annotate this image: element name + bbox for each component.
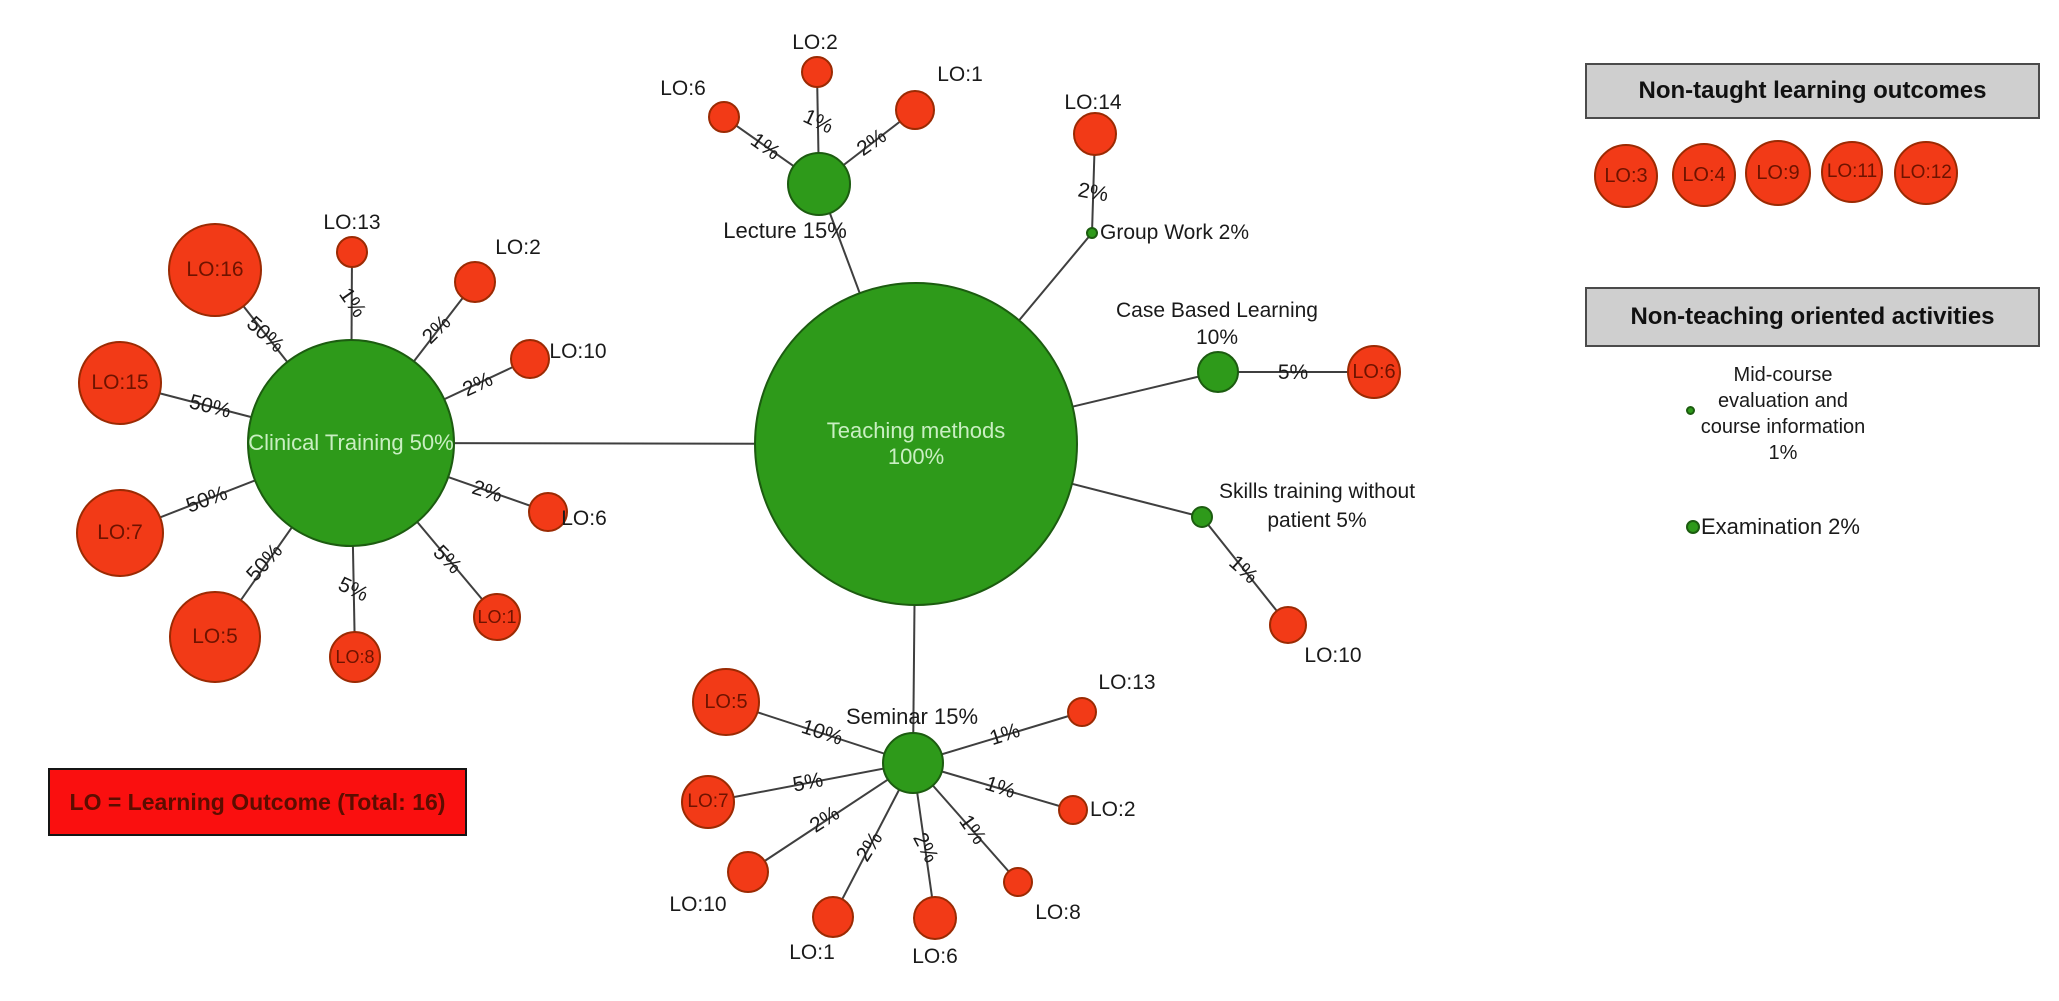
node-clinical-lo2	[454, 261, 496, 303]
node-seminar-lo6	[913, 896, 957, 940]
node-clinical-lo13	[336, 236, 368, 268]
seminar-lo2-label: LO:2	[1090, 798, 1136, 821]
skills-label-line1: Skills training without	[1218, 480, 1416, 503]
node-non-taught-lo12: LO:12	[1894, 141, 1958, 205]
lecture-lo2-label: LO:2	[792, 31, 838, 54]
teaching-methods-label-line1: Teaching methods	[826, 418, 1006, 443]
seminar-lo7-label: LO:7	[687, 791, 729, 812]
node-skills-lo10	[1269, 606, 1307, 644]
node-seminar-lo13	[1067, 697, 1097, 727]
seminar-lo5-label: LO:5	[704, 690, 748, 713]
node-seminar-lo5: LO:5	[692, 668, 760, 736]
node-skills-training	[1191, 506, 1213, 528]
clinical-lo7-label: LO:7	[97, 521, 143, 544]
node-clinical-training: Clinical Training 50%	[247, 339, 455, 547]
lecture-label: Lecture 15%	[723, 218, 847, 243]
edge-seminar-lo10	[747, 762, 914, 873]
node-non-taught-lo9: LO:9	[1745, 140, 1811, 206]
midcourse-label-line4: 1%	[1768, 442, 1798, 464]
clinical-lo13-label: LO:13	[323, 211, 381, 234]
teaching-methods-label: Teaching methods 100%	[827, 418, 1006, 470]
non-teaching-header: Non-teaching oriented activities	[1585, 287, 2040, 347]
node-lecture-lo1	[895, 90, 935, 130]
non-taught-lo4-label: LO:4	[1682, 163, 1726, 186]
node-clinical-lo16: LO:16	[168, 223, 262, 317]
node-seminar	[882, 732, 944, 794]
group-work-label: Group Work 2%	[1100, 221, 1249, 244]
non-taught-lo3-label: LO:3	[1604, 164, 1648, 187]
seminar-label: Seminar 15%	[845, 704, 979, 729]
seminar-lo13-label: LO:13	[1098, 671, 1156, 694]
lecture-lo6-label: LO:6	[660, 77, 706, 100]
case-based-lo6-label: LO:6	[1352, 360, 1396, 383]
node-non-taught-lo3: LO:3	[1594, 144, 1658, 208]
node-clinical-lo5: LO:5	[169, 591, 261, 683]
node-lecture	[787, 152, 851, 216]
clinical-lo15-label: LO:15	[91, 371, 149, 394]
examination-label: Examination 2%	[1701, 514, 1860, 539]
seminar-lo6-label: LO:6	[912, 945, 958, 968]
clinical-lo2-label: LO:2	[495, 236, 541, 259]
teaching-methods-label-line2: 100%	[887, 444, 945, 469]
node-non-taught-lo11: LO:11	[1821, 141, 1883, 203]
lo-note-box: LO = Learning Outcome (Total: 16)	[48, 768, 467, 836]
midcourse-label-line1: Mid-course	[1733, 364, 1833, 386]
clinical-training-label: Clinical Training 50%	[248, 430, 454, 455]
node-lecture-lo2	[801, 56, 833, 88]
midcourse-label-line2: evaluation and	[1717, 390, 1849, 412]
pct-case-based-lo6: 5%	[1277, 361, 1309, 384]
non-taught-lo12-label: LO:12	[1900, 162, 1952, 183]
node-seminar-lo7: LO:7	[681, 775, 735, 829]
non-taught-lo11-label: LO:11	[1826, 161, 1878, 182]
node-clinical-lo6	[528, 492, 568, 532]
group-work-lo14-label: LO:14	[1064, 91, 1122, 114]
clinical-lo10-label: LO:10	[549, 340, 607, 363]
clinical-lo8-label: LO:8	[335, 646, 375, 667]
case-based-label-line1: Case Based Learning	[1116, 299, 1318, 322]
midcourse-label: Mid-course evaluation and course informa…	[1688, 362, 1878, 466]
node-group-work-lo14	[1073, 112, 1117, 156]
node-clinical-lo7: LO:7	[76, 489, 164, 577]
clinical-lo16-label: LO:16	[186, 258, 244, 281]
case-based-label-line2: 10%	[1195, 326, 1239, 349]
node-case-based-learning	[1197, 351, 1239, 393]
node-midcourse-dot	[1686, 406, 1695, 415]
skills-label-line2: patient 5%	[1267, 509, 1367, 532]
node-seminar-lo8	[1003, 867, 1033, 897]
seminar-lo10-label: LO:10	[669, 893, 727, 916]
node-seminar-lo2	[1058, 795, 1088, 825]
node-examination-dot	[1686, 520, 1700, 534]
midcourse-label-line3: course information	[1700, 416, 1866, 438]
node-group-work	[1086, 227, 1098, 239]
lecture-lo1-label: LO:1	[937, 63, 983, 86]
edge-seminar-lo7	[707, 762, 914, 803]
seminar-lo8-label: LO:8	[1035, 901, 1081, 924]
clinical-lo1-label: LO:1	[477, 606, 517, 627]
node-teaching-methods: Teaching methods 100%	[754, 282, 1078, 606]
seminar-lo1-label: LO:1	[789, 941, 835, 964]
edge-skills-lo10	[1201, 516, 1289, 626]
non-taught-header: Non-taught learning outcomes	[1585, 63, 2040, 119]
clinical-lo6-label: LO:6	[561, 507, 607, 530]
non-taught-lo9-label: LO:9	[1756, 161, 1800, 184]
node-seminar-lo10	[727, 851, 769, 893]
node-clinical-lo10	[510, 339, 550, 379]
node-case-based-lo6: LO:6	[1347, 345, 1401, 399]
pct-group-work-lo14: 2%	[1076, 178, 1111, 207]
node-non-taught-lo4: LO:4	[1672, 143, 1736, 207]
node-clinical-lo8: LO:8	[329, 631, 381, 683]
node-clinical-lo1: LO:1	[473, 593, 521, 641]
node-clinical-lo15: LO:15	[78, 341, 162, 425]
node-lecture-lo6	[708, 101, 740, 133]
skills-lo10-label: LO:10	[1304, 644, 1362, 667]
clinical-lo5-label: LO:5	[192, 625, 238, 648]
node-seminar-lo1	[812, 896, 854, 938]
